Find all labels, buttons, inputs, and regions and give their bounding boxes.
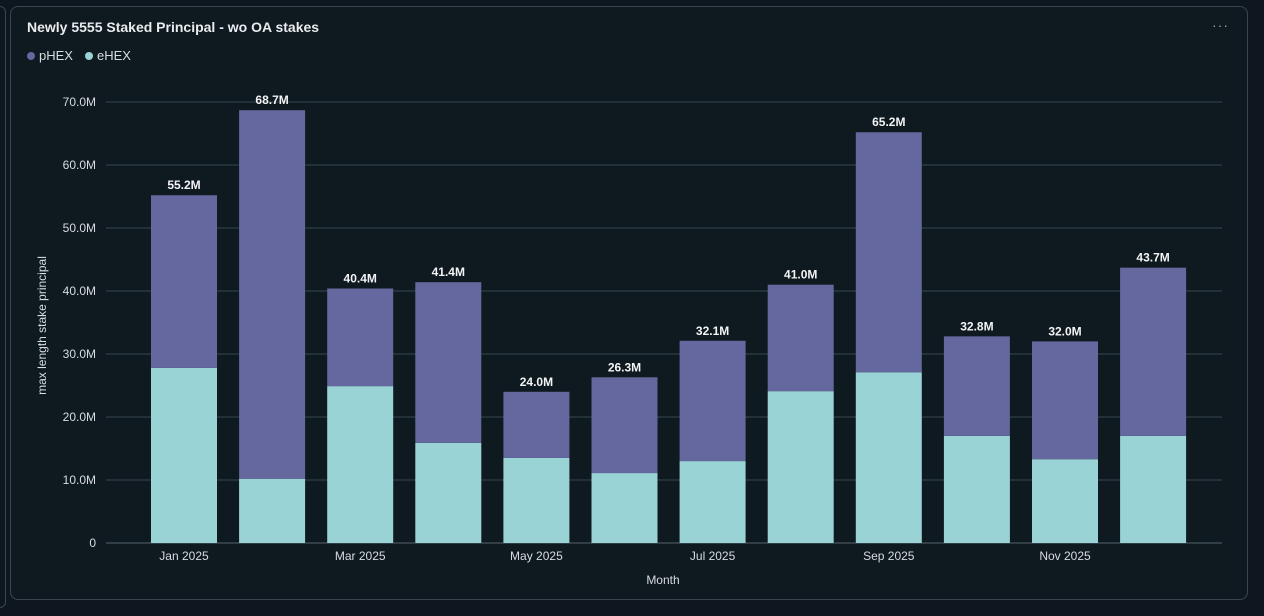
total-data-label: 68.7M — [255, 93, 288, 107]
y-tick-label: 30.0M — [63, 347, 96, 361]
x-tick-label: Sep 2025 — [863, 549, 915, 563]
bar-phex[interactable] — [943, 336, 1010, 436]
total-data-label: 32.1M — [696, 324, 729, 338]
bar-ehex[interactable] — [503, 457, 570, 543]
y-tick-label: 70.0M — [63, 95, 96, 109]
y-tick-label: 50.0M — [63, 221, 96, 235]
total-data-label: 26.3M — [608, 360, 641, 374]
y-tick-label: 40.0M — [63, 284, 96, 298]
bar-ehex[interactable] — [767, 391, 834, 543]
bar-phex[interactable] — [239, 110, 306, 479]
bar-ehex[interactable] — [1032, 459, 1098, 543]
legend-label-phex: pHEX — [39, 48, 73, 63]
y-tick-label: 10.0M — [63, 473, 96, 487]
phex-swatch-icon — [27, 51, 35, 60]
bar-ehex[interactable] — [327, 386, 394, 543]
bar-ehex[interactable] — [415, 442, 482, 543]
y-tick-label: 20.0M — [63, 410, 96, 424]
y-axis-title: max length stake principal — [35, 256, 49, 395]
total-data-label: 55.2M — [167, 178, 200, 192]
x-tick-label: Mar 2025 — [335, 549, 386, 563]
total-data-label: 41.0M — [784, 268, 817, 282]
bar-ehex[interactable] — [151, 367, 217, 543]
bar-phex[interactable] — [1120, 267, 1187, 436]
bar-phex[interactable] — [327, 288, 394, 387]
legend-item-ehex[interactable]: eHEX — [84, 48, 131, 63]
x-tick-label: Jan 2025 — [159, 549, 209, 563]
bar-ehex[interactable] — [239, 478, 306, 543]
x-tick-label: Nov 2025 — [1039, 549, 1091, 563]
bar-phex[interactable] — [503, 391, 570, 458]
bar-ehex[interactable] — [591, 473, 658, 543]
bar-phex[interactable] — [591, 377, 658, 474]
bar-phex[interactable] — [151, 195, 217, 368]
total-data-label: 24.0M — [520, 375, 553, 389]
bar-phex[interactable] — [855, 132, 922, 373]
more-horizontal-icon[interactable]: ··· — [1212, 17, 1229, 33]
y-tick-label: 60.0M — [63, 158, 96, 172]
legend-label-ehex: eHEX — [96, 48, 131, 63]
total-data-label: 65.2M — [872, 115, 905, 129]
x-tick-label: Jul 2025 — [690, 549, 736, 563]
total-data-label: 32.0M — [1048, 324, 1081, 338]
x-tick-label: May 2025 — [510, 549, 563, 563]
total-data-label: 43.7M — [1136, 251, 1169, 265]
bar-ehex[interactable] — [943, 435, 1010, 543]
bar-phex[interactable] — [767, 284, 834, 392]
total-data-label: 41.4M — [432, 265, 465, 279]
legend: pHEX eHEX — [27, 48, 131, 63]
bar-phex[interactable] — [679, 340, 746, 462]
bar-phex[interactable] — [415, 282, 482, 443]
bar-ehex[interactable] — [1120, 435, 1187, 543]
bar-ehex[interactable] — [855, 372, 922, 543]
total-data-label: 32.8M — [960, 319, 993, 333]
y-tick-label: 0 — [89, 536, 96, 550]
ehex-swatch-icon — [84, 51, 93, 60]
x-axis-title: Month — [646, 573, 679, 587]
bar-phex[interactable] — [1032, 341, 1098, 460]
bar-ehex[interactable] — [679, 461, 746, 543]
legend-item-phex[interactable]: pHEX — [27, 48, 73, 63]
total-data-label: 40.4M — [344, 271, 377, 285]
chart-title: Newly 5555 Staked Principal - wo OA stak… — [27, 19, 320, 35]
